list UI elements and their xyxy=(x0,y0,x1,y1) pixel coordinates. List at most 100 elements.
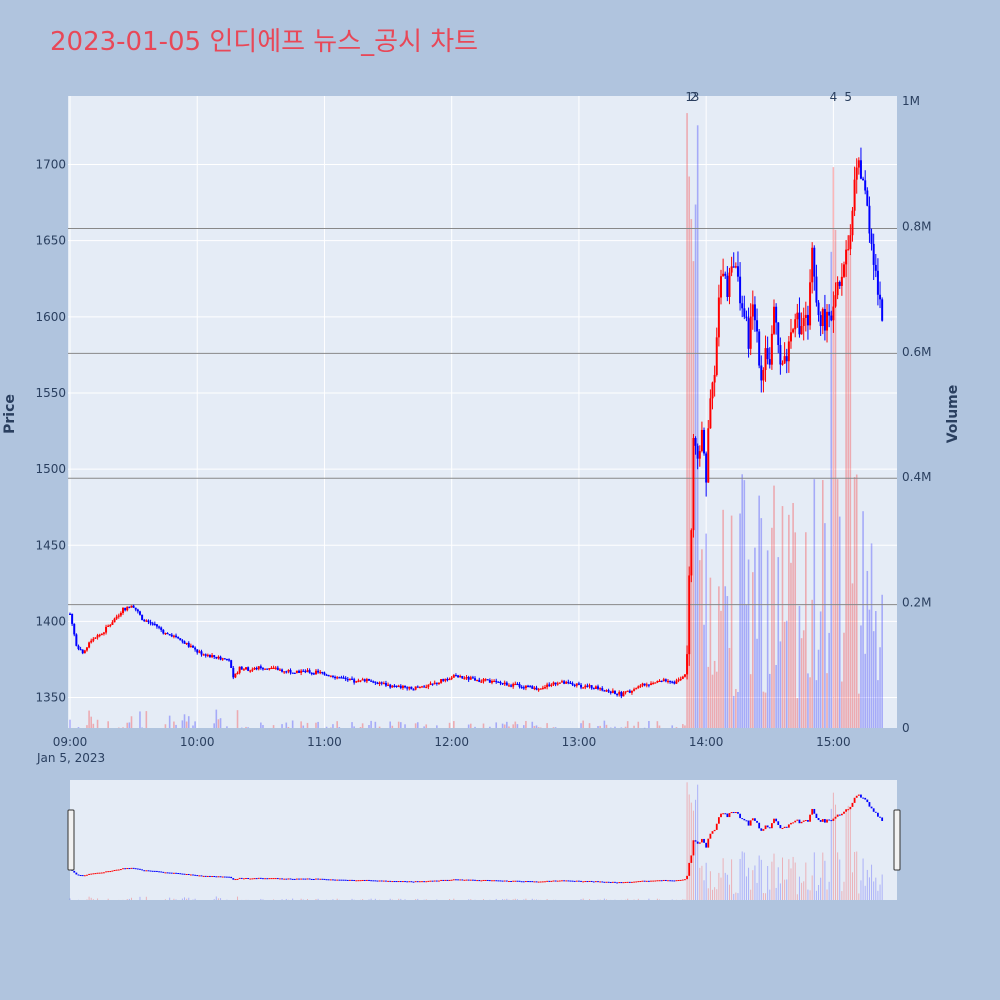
candle-body xyxy=(690,530,693,576)
slider-volume-bar xyxy=(741,851,743,900)
volume-bar xyxy=(506,721,508,728)
candle-body xyxy=(134,607,137,610)
candle-body xyxy=(323,672,326,675)
slider-volume-bar xyxy=(425,899,427,900)
slider-volume-bar xyxy=(845,810,847,900)
slider-candle xyxy=(768,827,771,829)
candle-body xyxy=(122,607,125,613)
candle-body xyxy=(800,325,803,335)
slider-candle xyxy=(310,878,313,880)
candle-body xyxy=(361,679,364,681)
volume-bar xyxy=(603,720,606,728)
slider-volume-bar xyxy=(404,899,406,900)
slider-candle xyxy=(291,878,294,880)
volume-bar xyxy=(533,725,536,728)
candle-body xyxy=(705,453,708,483)
slider-candle xyxy=(821,819,824,822)
slider-volume-bar xyxy=(720,877,722,900)
candle-body xyxy=(592,688,595,690)
slider-candle xyxy=(279,878,281,880)
slider-volume-bar xyxy=(703,880,705,900)
candle-body xyxy=(276,667,279,670)
volume-bar xyxy=(858,693,860,728)
volume-bar xyxy=(860,625,862,728)
slider-volume-bar xyxy=(798,876,800,900)
y-tick-label: 1550 xyxy=(35,386,66,400)
slider-candle xyxy=(355,880,358,882)
candle-body xyxy=(340,677,343,679)
slider-candle xyxy=(639,881,642,883)
range-slider[interactable] xyxy=(70,780,897,900)
slider-candle xyxy=(754,818,756,821)
candle-body xyxy=(355,681,358,683)
candle-body xyxy=(722,273,725,277)
volume-bar xyxy=(88,710,90,728)
candle-body xyxy=(618,692,621,695)
volume-bar xyxy=(467,724,470,728)
candle-body xyxy=(147,620,150,622)
candle-body xyxy=(821,309,824,327)
candle-body xyxy=(840,276,843,286)
slider-candle xyxy=(372,880,375,882)
slider-candle xyxy=(213,876,216,878)
volume-bar xyxy=(724,586,727,728)
slider-volume-bar xyxy=(716,889,718,900)
slider-candle xyxy=(819,820,822,822)
candle-body xyxy=(395,685,398,687)
slider-candle xyxy=(824,819,826,823)
candle-body xyxy=(170,634,173,637)
slider-candle xyxy=(323,878,326,880)
range-slider-right-handle[interactable] xyxy=(893,809,901,871)
slider-volume-bar xyxy=(306,899,308,900)
slider-candle xyxy=(751,818,754,821)
slider-candle xyxy=(514,880,517,882)
volume-bar xyxy=(300,721,302,728)
slider-candle xyxy=(597,881,599,883)
slider-volume-bar xyxy=(695,799,697,900)
volume-bar xyxy=(709,577,712,728)
volume-bar xyxy=(851,583,854,728)
slider-volume-bar xyxy=(336,898,338,900)
slider-volume-bar xyxy=(495,898,497,900)
slider-candle xyxy=(614,881,616,883)
slider-candle xyxy=(274,878,277,880)
slider-candle xyxy=(717,817,720,824)
slider-candle xyxy=(669,880,672,882)
slider-volume-bar xyxy=(788,859,790,900)
slider-candle xyxy=(289,878,292,880)
candle-body xyxy=(601,688,604,691)
volume-bar xyxy=(599,725,601,728)
slider-candle xyxy=(510,880,512,882)
candle-body xyxy=(834,295,837,307)
slider-volume-bar xyxy=(724,872,726,900)
candle-body xyxy=(268,668,271,670)
slider-candle xyxy=(196,875,199,877)
candle-body xyxy=(671,681,674,683)
candle-body xyxy=(859,160,862,179)
slider-candle xyxy=(268,878,271,880)
candle-body xyxy=(467,677,470,680)
candle-body xyxy=(584,685,587,688)
range-slider-left-handle[interactable] xyxy=(67,809,75,871)
candle-body xyxy=(734,266,737,268)
slider-candle xyxy=(817,817,820,821)
slider-volume-bar xyxy=(714,887,716,900)
candle-body xyxy=(109,624,112,627)
slider-candle xyxy=(429,880,432,882)
slider-candle xyxy=(200,875,203,877)
volume-bar xyxy=(838,516,841,728)
candle-body xyxy=(724,273,727,276)
slider-candle xyxy=(535,881,538,883)
candle-body xyxy=(711,382,714,399)
slider-candle xyxy=(872,808,875,812)
volume-bar xyxy=(728,647,731,728)
news-markers: 123 4 5 xyxy=(685,90,852,104)
slider-candle xyxy=(272,878,275,880)
slider-candle xyxy=(232,878,235,880)
candle-body xyxy=(372,681,375,683)
candle-body xyxy=(457,675,460,678)
candle-body xyxy=(387,684,390,686)
candle-body xyxy=(809,282,812,326)
volume-bar xyxy=(675,727,678,728)
candle-body xyxy=(317,670,320,673)
